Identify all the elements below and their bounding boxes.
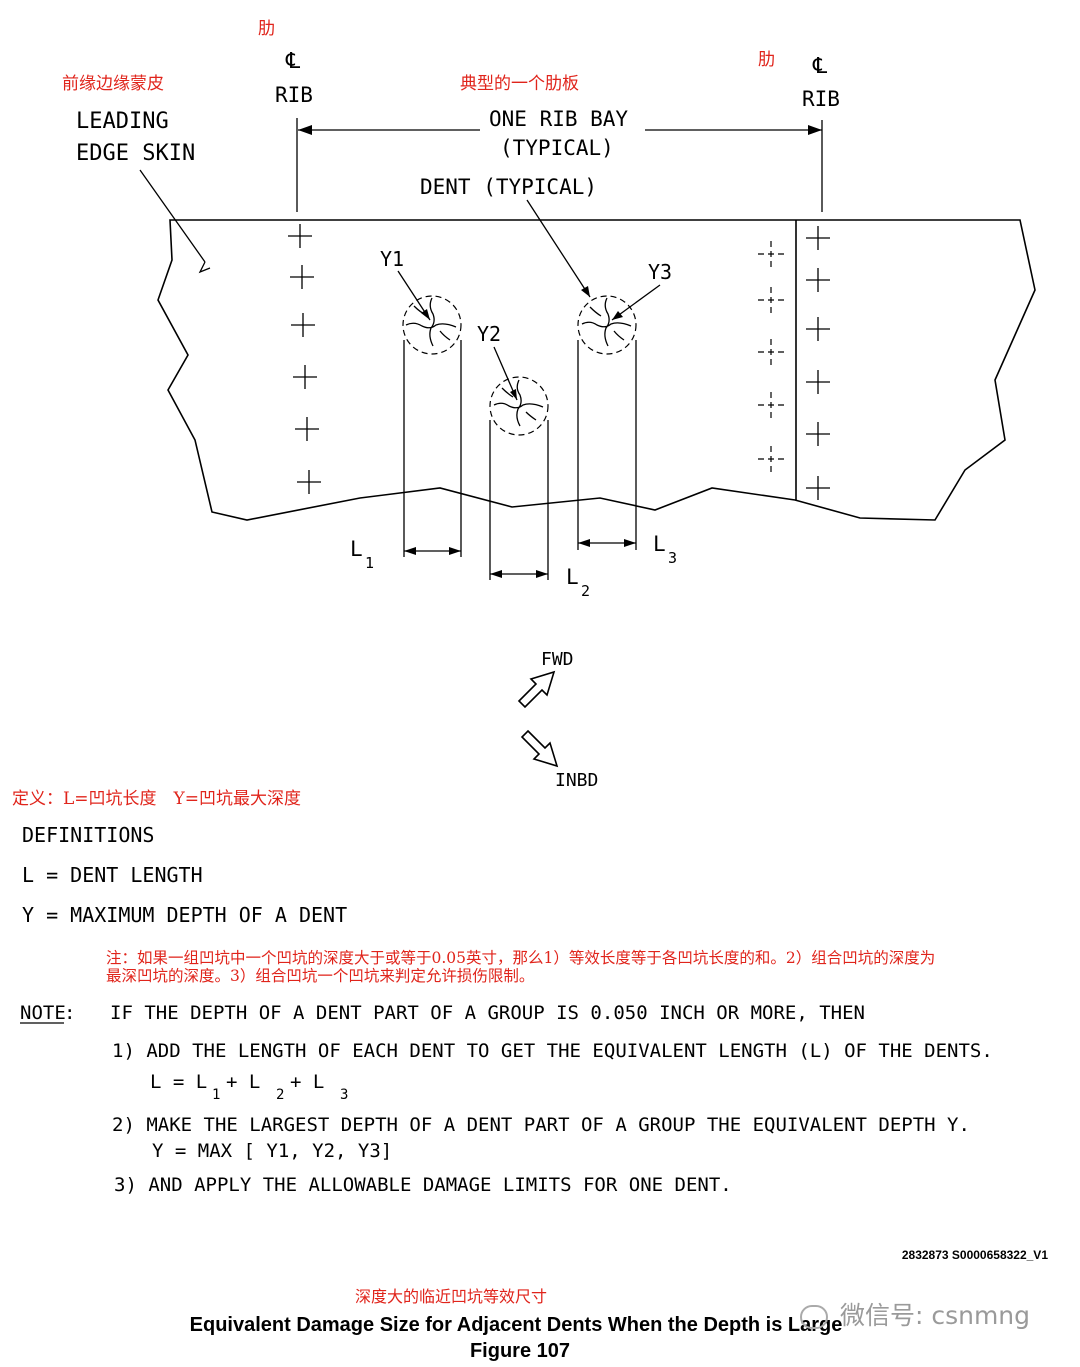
eq1-sub-1: 1 — [212, 1087, 220, 1103]
watermark-text: 微信号: csnmng — [839, 1301, 1031, 1330]
l1-label: L — [350, 537, 363, 561]
fastener — [288, 224, 312, 248]
eq1-sub-3: 3 — [340, 1087, 348, 1103]
rib-label-right: RIB — [802, 87, 840, 111]
dent-crack-marks — [405, 297, 457, 347]
inbd-label: INBD — [555, 770, 598, 791]
dent-circle — [489, 376, 549, 436]
fwd-arrow — [517, 670, 556, 709]
note-step-2: 2) MAKE THE LARGEST DEPTH OF A DENT PART… — [112, 1114, 970, 1136]
definitions-cn: 定义：L=凹坑长度 Y=凹坑最大深度 — [12, 789, 301, 809]
note-label: NOTE — [20, 1002, 66, 1024]
fastener — [806, 317, 830, 341]
one-rib-bay-cn: 典型的一个肋板 — [460, 74, 579, 94]
eq1-plus-1: + L — [226, 1071, 260, 1093]
fastener — [295, 417, 319, 441]
eq1-plus-2: + L — [290, 1071, 324, 1093]
note-cn-line-2: 最深凹坑的深度。3）组合凹坑一个凹坑来判定允许损伤限制。 — [106, 967, 534, 985]
hidden-fastener — [758, 241, 784, 267]
rib-left-cn: 肋 — [258, 19, 275, 39]
leading-edge-leader — [139, 169, 206, 263]
y2-label: Y2 — [477, 322, 501, 346]
fastener — [806, 422, 830, 446]
rib-right-cn: 肋 — [758, 50, 775, 70]
y3-arrowhead — [612, 311, 623, 320]
eq2: Y = MAX [ Y1, Y2, Y3] — [152, 1140, 392, 1162]
hidden-fastener — [758, 446, 784, 472]
dent-typical-arrowhead — [581, 286, 590, 297]
fastener — [297, 470, 321, 494]
l2-extension-lines — [489, 420, 549, 580]
fastener — [806, 268, 830, 292]
note-colon: : — [64, 1002, 75, 1024]
rib-bay-arrow-left — [298, 125, 312, 135]
leading-edge-label-2: EDGE SKIN — [76, 141, 195, 166]
eq1-sub-2: 2 — [276, 1087, 284, 1103]
dent-y2 — [489, 376, 549, 436]
hidden-fastener — [758, 339, 784, 365]
l3-label: L — [653, 532, 666, 556]
definition-l: L = DENT LENGTH — [22, 863, 203, 887]
dent-circle — [402, 295, 462, 355]
y2-arrowhead — [510, 389, 517, 400]
inbd-arrow — [520, 729, 559, 768]
rib-bay-arrow-right — [808, 125, 822, 135]
l1-subscript: 1 — [365, 554, 374, 572]
dent-typical-label: DENT (TYPICAL) — [420, 175, 597, 199]
fastener-row-left — [288, 224, 321, 494]
fastener — [290, 265, 314, 289]
one-rib-bay-label-1: ONE RIB BAY — [489, 107, 628, 131]
leading-edge-leader-tick — [198, 261, 211, 274]
eq1-lhs: L = L — [150, 1071, 207, 1093]
y1-label: Y1 — [380, 247, 404, 271]
note-intro: IF THE DEPTH OF A DENT PART OF A GROUP I… — [110, 1002, 865, 1024]
fwd-label: FWD — [541, 649, 574, 670]
y1-arrowhead — [421, 309, 430, 320]
fastener-row-right — [806, 226, 830, 500]
dent-circle — [577, 295, 637, 355]
figure-number: Figure 107 — [470, 1340, 570, 1362]
note-step-3: 3) AND APPLY THE ALLOWABLE DAMAGE LIMITS… — [114, 1174, 732, 1196]
hidden-fastener-row — [758, 241, 784, 472]
rib-label-left: RIB — [275, 83, 313, 107]
one-rib-bay-label-2: (TYPICAL) — [500, 136, 614, 160]
definition-y: Y = MAXIMUM DEPTH OF A DENT — [22, 903, 347, 927]
fastener — [806, 476, 830, 500]
fastener — [293, 365, 317, 389]
dent-crack-marks — [493, 379, 544, 427]
leading-edge-label-1: LEADING — [76, 109, 169, 134]
hidden-fastener — [758, 287, 784, 313]
note-step-1: 1) ADD THE LENGTH OF EACH DENT TO GET TH… — [112, 1040, 993, 1062]
l1-arrows — [404, 547, 461, 555]
hidden-fastener — [758, 392, 784, 418]
l3-extension-lines — [577, 340, 637, 550]
dent-y1 — [402, 295, 462, 355]
dent-crack-marks — [581, 297, 632, 347]
l2-label: L — [566, 565, 579, 589]
l2-arrows — [490, 570, 548, 578]
watermark-logo-icon — [800, 1305, 828, 1329]
caption-cn: 深度大的临近凹坑等效尺寸 — [355, 1287, 547, 1306]
watermark: 微信号: csnmng — [800, 1296, 1030, 1332]
cl-symbol-right: ℄ — [812, 54, 828, 79]
definitions-heading: DEFINITIONS — [22, 823, 154, 847]
cl-symbol-left: ℄ — [285, 49, 301, 74]
fastener — [806, 370, 830, 394]
figure-title: Equivalent Damage Size for Adjacent Dent… — [190, 1314, 843, 1336]
y3-label: Y3 — [648, 260, 672, 284]
fastener — [291, 313, 315, 337]
leading-edge-cn: 前缘边缘蒙皮 — [62, 74, 164, 94]
l3-arrows — [578, 539, 636, 547]
document-id: 2832873 S0000658322_V1 — [902, 1248, 1048, 1262]
note-cn-line-1: 注：如果一组凹坑中一个凹坑的深度大于或等于0.05英寸，那么1）等效长度等于各凹… — [106, 949, 935, 967]
leading-edge-skin-outline — [157, 219, 1036, 521]
l3-subscript: 3 — [668, 549, 677, 567]
l2-subscript: 2 — [581, 582, 590, 600]
fastener — [806, 226, 830, 250]
dent-typical-leader — [526, 199, 591, 298]
dent-y3 — [577, 295, 637, 355]
l1-extension-lines — [403, 340, 462, 557]
